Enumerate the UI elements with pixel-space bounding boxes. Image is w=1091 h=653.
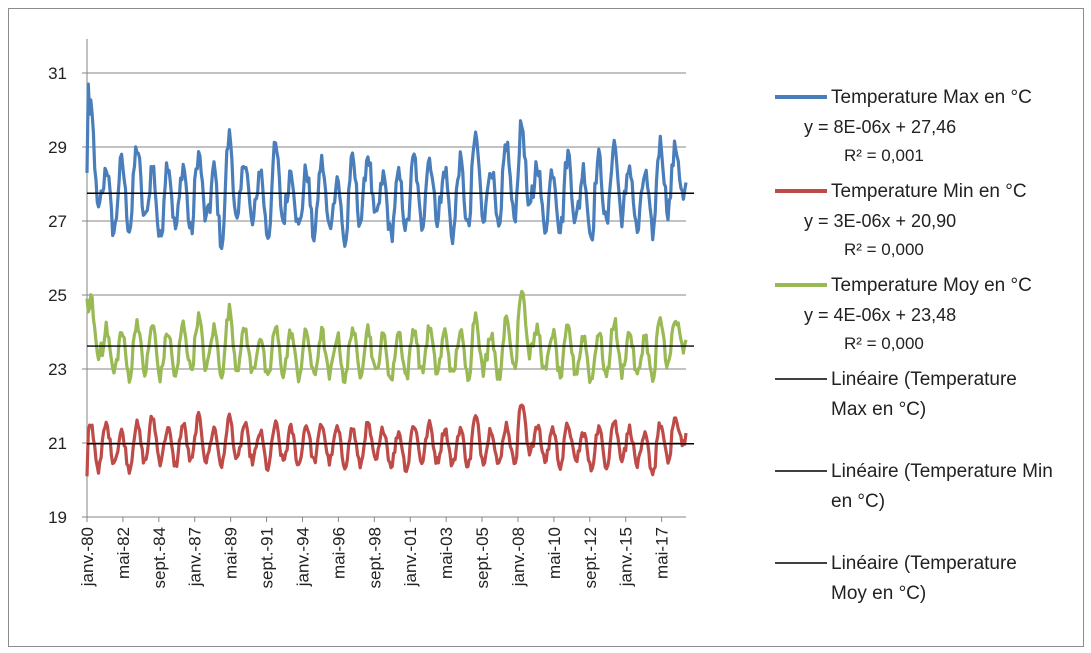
trend-equation: y = 3E-06x + 20,90	[804, 211, 956, 231]
y-tick-label: 31	[48, 64, 67, 83]
legend-label: Temperature Max en °C	[831, 87, 1032, 108]
x-tick-label: mai-89	[222, 527, 241, 579]
gridlines	[87, 72, 686, 444]
trend-lines	[87, 192, 694, 445]
series-line	[85, 82, 688, 250]
x-tick-label: sept.-12	[581, 527, 600, 588]
trend-equation: y = 8E-06x + 27,46	[804, 117, 956, 137]
legend-trend-label: Moy en °C)	[831, 583, 926, 604]
x-tick-label: sept.-91	[258, 527, 277, 588]
x-tick-label: janv.-87	[186, 527, 205, 587]
legend-trend-label: Linéaire (Temperature	[831, 369, 1017, 390]
x-tick-label: mai-82	[114, 527, 133, 579]
x-tick-label: mai-03	[437, 527, 456, 579]
trend-r2: R² = 0,000	[844, 240, 924, 259]
trend-r2: R² = 0,000	[844, 334, 924, 353]
legend-label: Temperature Moy en °C	[831, 275, 1032, 296]
series-lines	[85, 82, 688, 477]
x-tick-label: janv.-15	[617, 527, 636, 587]
y-tick-label: 19	[48, 508, 67, 527]
x-tick-label: mai-10	[545, 527, 564, 579]
trend-equation: y = 4E-06x + 23,48	[804, 305, 956, 325]
x-axis: janv.-80 mai-82 sept.-84 janv.-87 mai-89 sept…	[78, 516, 686, 588]
legend-trend-label: en °C)	[831, 491, 885, 512]
chart-frame: 19 21 23 25 27 29 31 janv.-80 mai-82 sept.-84 jan…	[8, 8, 1084, 647]
legend-label: Temperature Min en °C	[831, 181, 1027, 202]
x-tick-label: janv.-94	[293, 527, 312, 587]
x-tick-label: janv.-80	[78, 527, 97, 587]
series-line	[85, 289, 688, 385]
legend-trend-label: Linéaire (Temperature Min	[831, 461, 1053, 482]
y-tick-label: 29	[48, 138, 67, 157]
y-tick-label: 21	[48, 434, 67, 453]
y-tick-label: 25	[48, 286, 67, 305]
trend-r2: R² = 0,001	[844, 146, 924, 165]
y-tick-label: 23	[48, 360, 67, 379]
y-tick-label: 27	[48, 212, 67, 231]
x-tick-label: janv.-08	[509, 527, 528, 587]
x-tick-label: sept.-05	[473, 527, 492, 588]
x-tick-label: janv.-01	[401, 527, 420, 587]
x-tick-label: mai-17	[653, 527, 672, 579]
legend-trend-label: Max en °C)	[831, 399, 926, 420]
x-tick-label: sept.-84	[150, 527, 169, 588]
legend: Temperature Max en °C y = 8E-06x + 27,46 R…	[775, 87, 1053, 604]
x-tick-label: mai-96	[329, 527, 348, 579]
x-tick-label: sept.-98	[365, 527, 384, 588]
legend-trend-label: Linéaire (Temperature	[831, 553, 1017, 574]
y-axis: 19 21 23 25 27 29 31	[48, 39, 88, 527]
series-line	[85, 403, 688, 477]
